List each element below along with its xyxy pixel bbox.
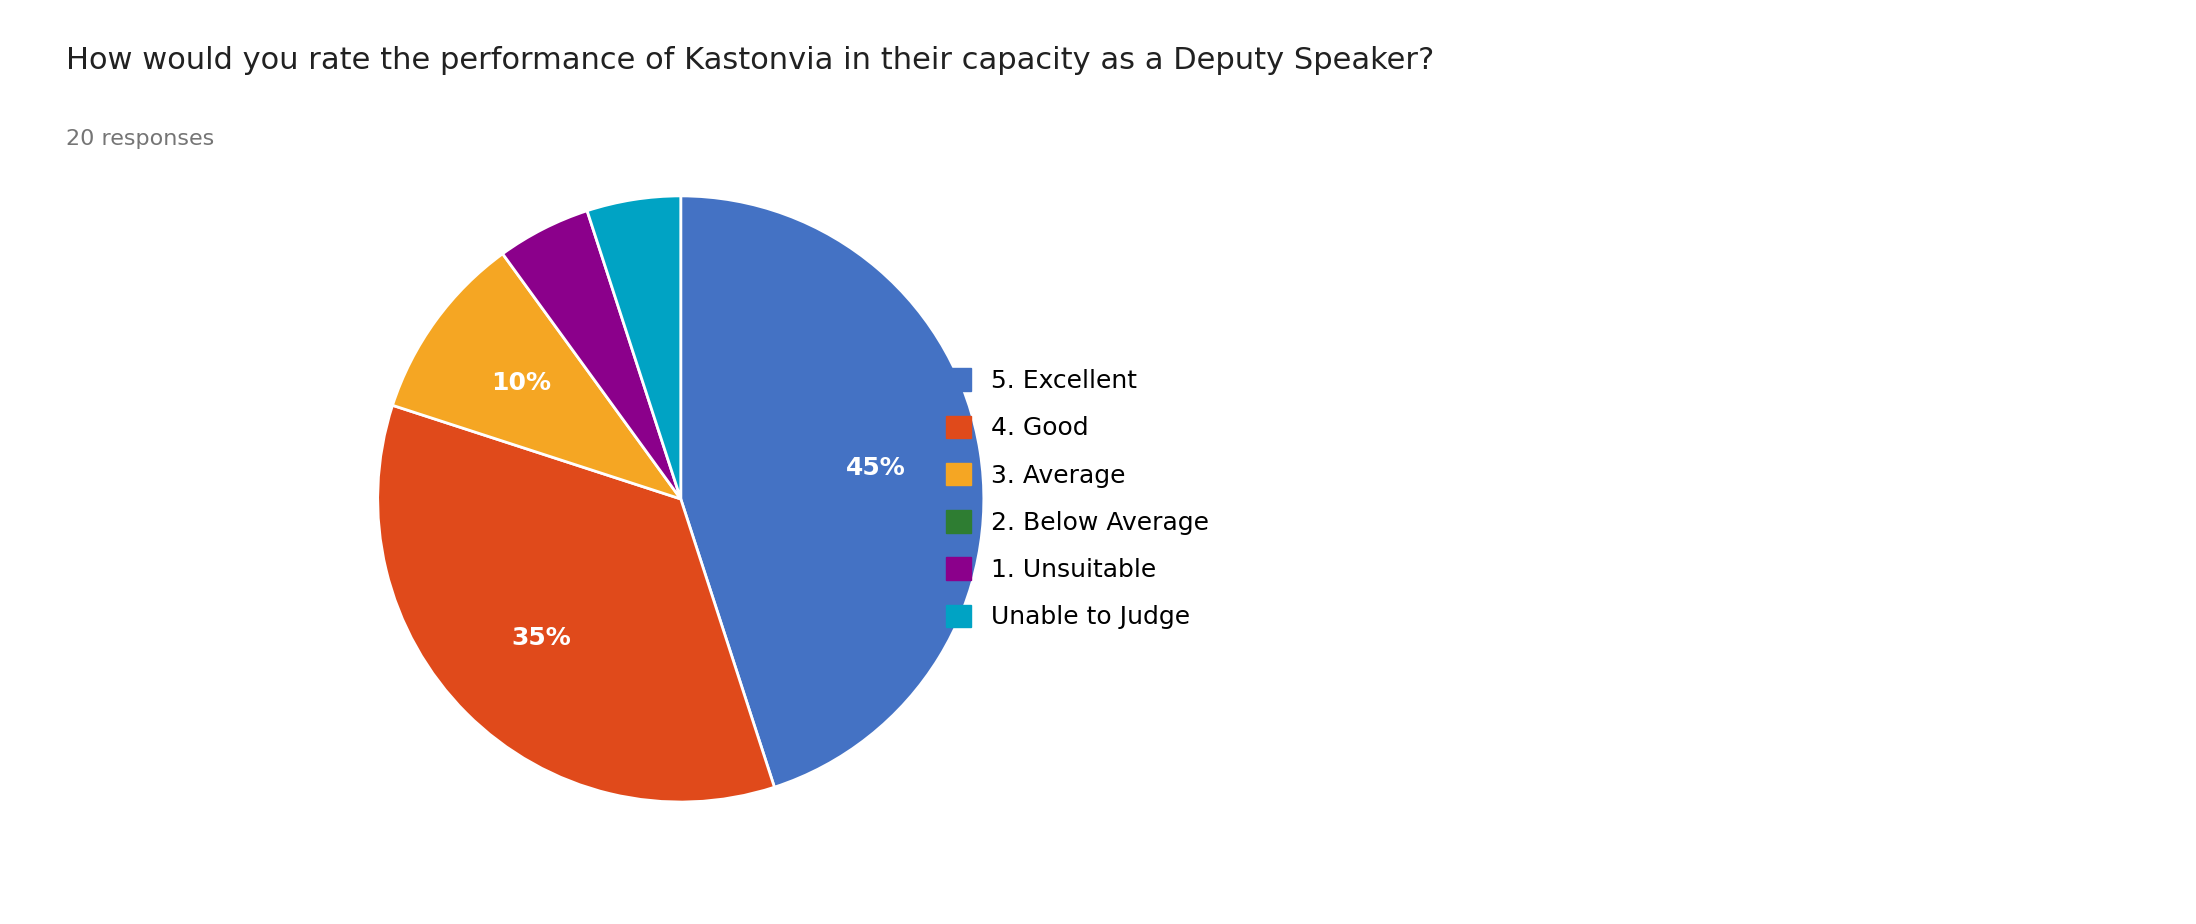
Text: 10%: 10% <box>492 371 551 395</box>
Text: 20 responses: 20 responses <box>66 129 215 150</box>
Wedge shape <box>503 211 681 499</box>
Legend: 5. Excellent, 4. Good, 3. Average, 2. Below Average, 1. Unsuitable, Unable to Ju: 5. Excellent, 4. Good, 3. Average, 2. Be… <box>935 359 1219 639</box>
Wedge shape <box>586 196 681 499</box>
Wedge shape <box>378 406 775 802</box>
Text: How would you rate the performance of Kastonvia in their capacity as a Deputy Sp: How would you rate the performance of Ka… <box>66 46 1434 75</box>
Wedge shape <box>393 254 681 499</box>
Text: 45%: 45% <box>845 456 905 480</box>
Text: 35%: 35% <box>512 626 571 650</box>
Wedge shape <box>681 196 984 787</box>
